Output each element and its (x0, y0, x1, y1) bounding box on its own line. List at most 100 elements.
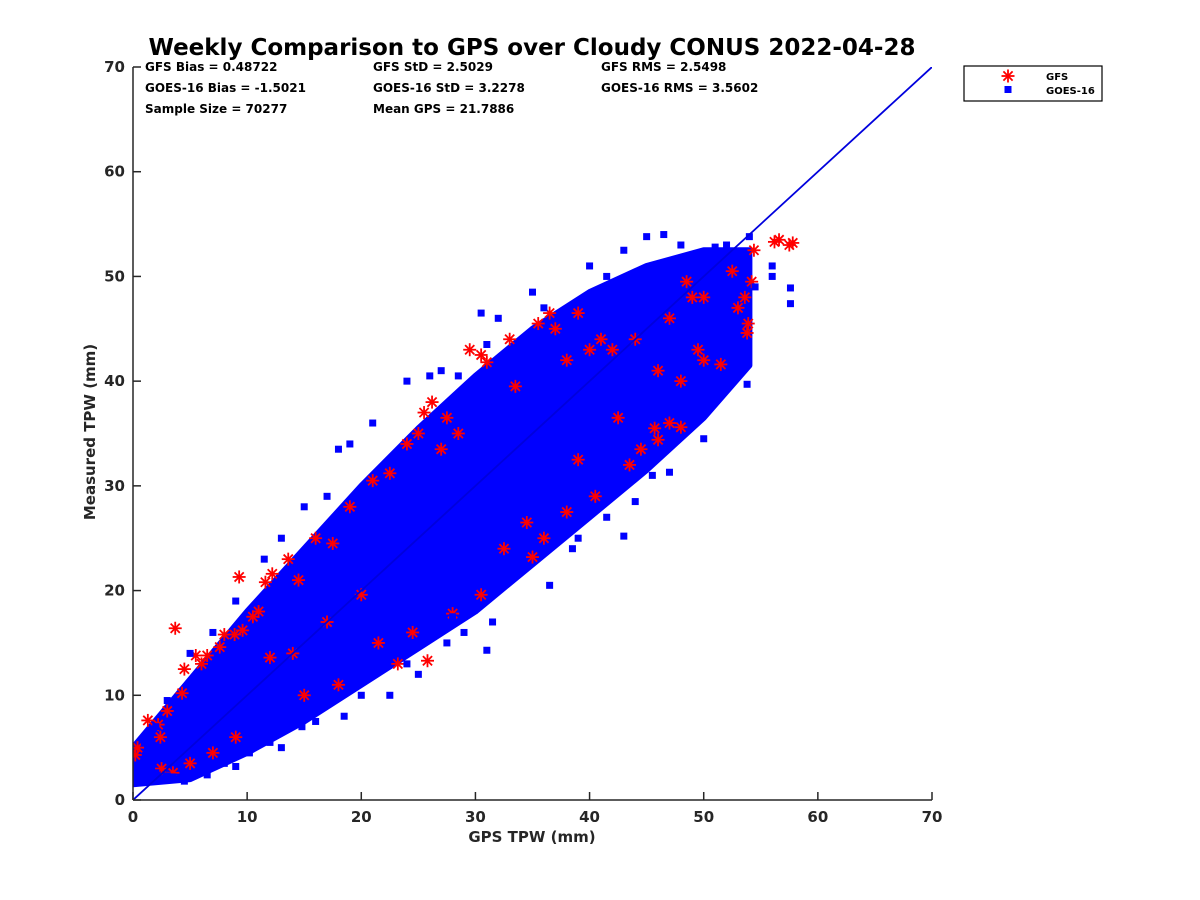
gfs-point (571, 453, 585, 467)
x-tick-label: 20 (351, 808, 372, 826)
goes16-point (203, 771, 211, 779)
gfs-point (747, 243, 761, 257)
goes16-point (454, 372, 462, 380)
goes16-point (671, 267, 679, 275)
gfs-point (782, 238, 796, 252)
gfs-point (411, 427, 425, 440)
gfs-point (400, 437, 414, 451)
y-tick-label: 20 (104, 582, 125, 600)
gfs-point (583, 343, 597, 357)
gfs-point (674, 420, 688, 434)
gfs-point (531, 317, 545, 331)
gfs-point (229, 730, 243, 744)
goes16-point (489, 618, 497, 626)
y-tick-label: 50 (104, 267, 125, 285)
goes16-point (586, 262, 594, 270)
stat-text: Mean GPS = 21.7886 (373, 102, 514, 116)
goes16-point (369, 419, 377, 427)
legend-goes16-label: GOES-16 (1046, 86, 1095, 97)
gfs-point (741, 317, 755, 331)
goes16-point (603, 513, 611, 521)
gfs-point (611, 411, 625, 425)
y-tick-label: 10 (104, 686, 125, 704)
goes16-point (711, 243, 719, 251)
goes16-point (614, 278, 622, 286)
goes16-point (146, 761, 154, 769)
gfs-point (480, 355, 494, 369)
gfs-point (662, 311, 676, 325)
goes16-point (631, 498, 639, 506)
gfs-point (503, 332, 517, 346)
goes16-point (192, 770, 200, 778)
goes16-point (743, 380, 751, 388)
gfs-point (731, 301, 745, 315)
goes16-point (529, 288, 536, 296)
gfs-point (326, 536, 340, 550)
gfs-point (772, 233, 786, 247)
gfs-point (451, 427, 465, 440)
goes16-point (500, 576, 508, 584)
gfs-point (200, 648, 214, 662)
gfs-point (177, 662, 191, 676)
goes16-point (232, 597, 240, 605)
y-tick-label: 40 (104, 372, 125, 390)
goes16-point (723, 241, 731, 249)
gfs-point (520, 516, 534, 530)
x-tick-label: 30 (465, 808, 486, 826)
chart-title: Weekly Comparison to GPS over Cloudy CON… (149, 35, 916, 61)
goes16-point (574, 534, 582, 542)
gfs-point (548, 322, 562, 336)
goes16-point (245, 749, 253, 757)
goes16-point (443, 639, 451, 647)
gfs-point (263, 651, 277, 665)
x-tick-label: 40 (579, 808, 600, 826)
goes16-point (483, 646, 491, 654)
gfs-point (371, 636, 385, 650)
y-axis-label: Measured TPW (mm) (81, 344, 99, 520)
goes16-point (386, 691, 394, 699)
gfs-point (560, 353, 574, 367)
goes16-point (620, 246, 628, 254)
goes16-point (768, 262, 776, 270)
legend-box (963, 65, 1103, 102)
gfs-point (508, 379, 522, 393)
goes16-point (200, 765, 208, 773)
gfs-point (594, 332, 608, 346)
y-tick-label: 60 (104, 163, 125, 181)
gfs-point (297, 688, 311, 702)
goes16-point (677, 241, 685, 249)
goes16-point (277, 744, 285, 752)
gfs-point (537, 531, 551, 545)
gfs-point (697, 290, 711, 304)
goes16-point (186, 649, 194, 657)
gfs-point (697, 353, 711, 367)
x-axis-label: GPS TPW (mm) (468, 828, 595, 846)
gfs-point (651, 433, 665, 447)
gfs-point (685, 290, 699, 304)
gfs-point (463, 343, 477, 357)
gfs-point (265, 567, 279, 581)
one-to-one-line (133, 67, 932, 800)
stat-text: GFS RMS = 2.5498 (601, 60, 726, 74)
goes16-point (540, 304, 548, 312)
gfs-point (725, 264, 739, 278)
goes16-point (449, 613, 457, 621)
goes16-point (169, 773, 177, 781)
gfs-point (560, 505, 574, 519)
x-tick-label: 60 (807, 808, 828, 826)
gfs-point (740, 326, 754, 340)
goes16-point (266, 738, 274, 746)
goes16-point (768, 272, 776, 280)
y-tick-label: 0 (115, 791, 125, 809)
goes16-point (277, 534, 285, 542)
gfs-point (543, 306, 557, 320)
goes16-point (152, 769, 160, 777)
goes16-point (133, 774, 139, 782)
stat-text: GFS Bias = 0.48722 (145, 60, 277, 74)
gfs-point (232, 570, 246, 584)
goes16-point (477, 309, 485, 317)
gfs-point (605, 343, 619, 357)
gfs-point (738, 290, 752, 304)
y-tick-label: 30 (104, 477, 125, 495)
